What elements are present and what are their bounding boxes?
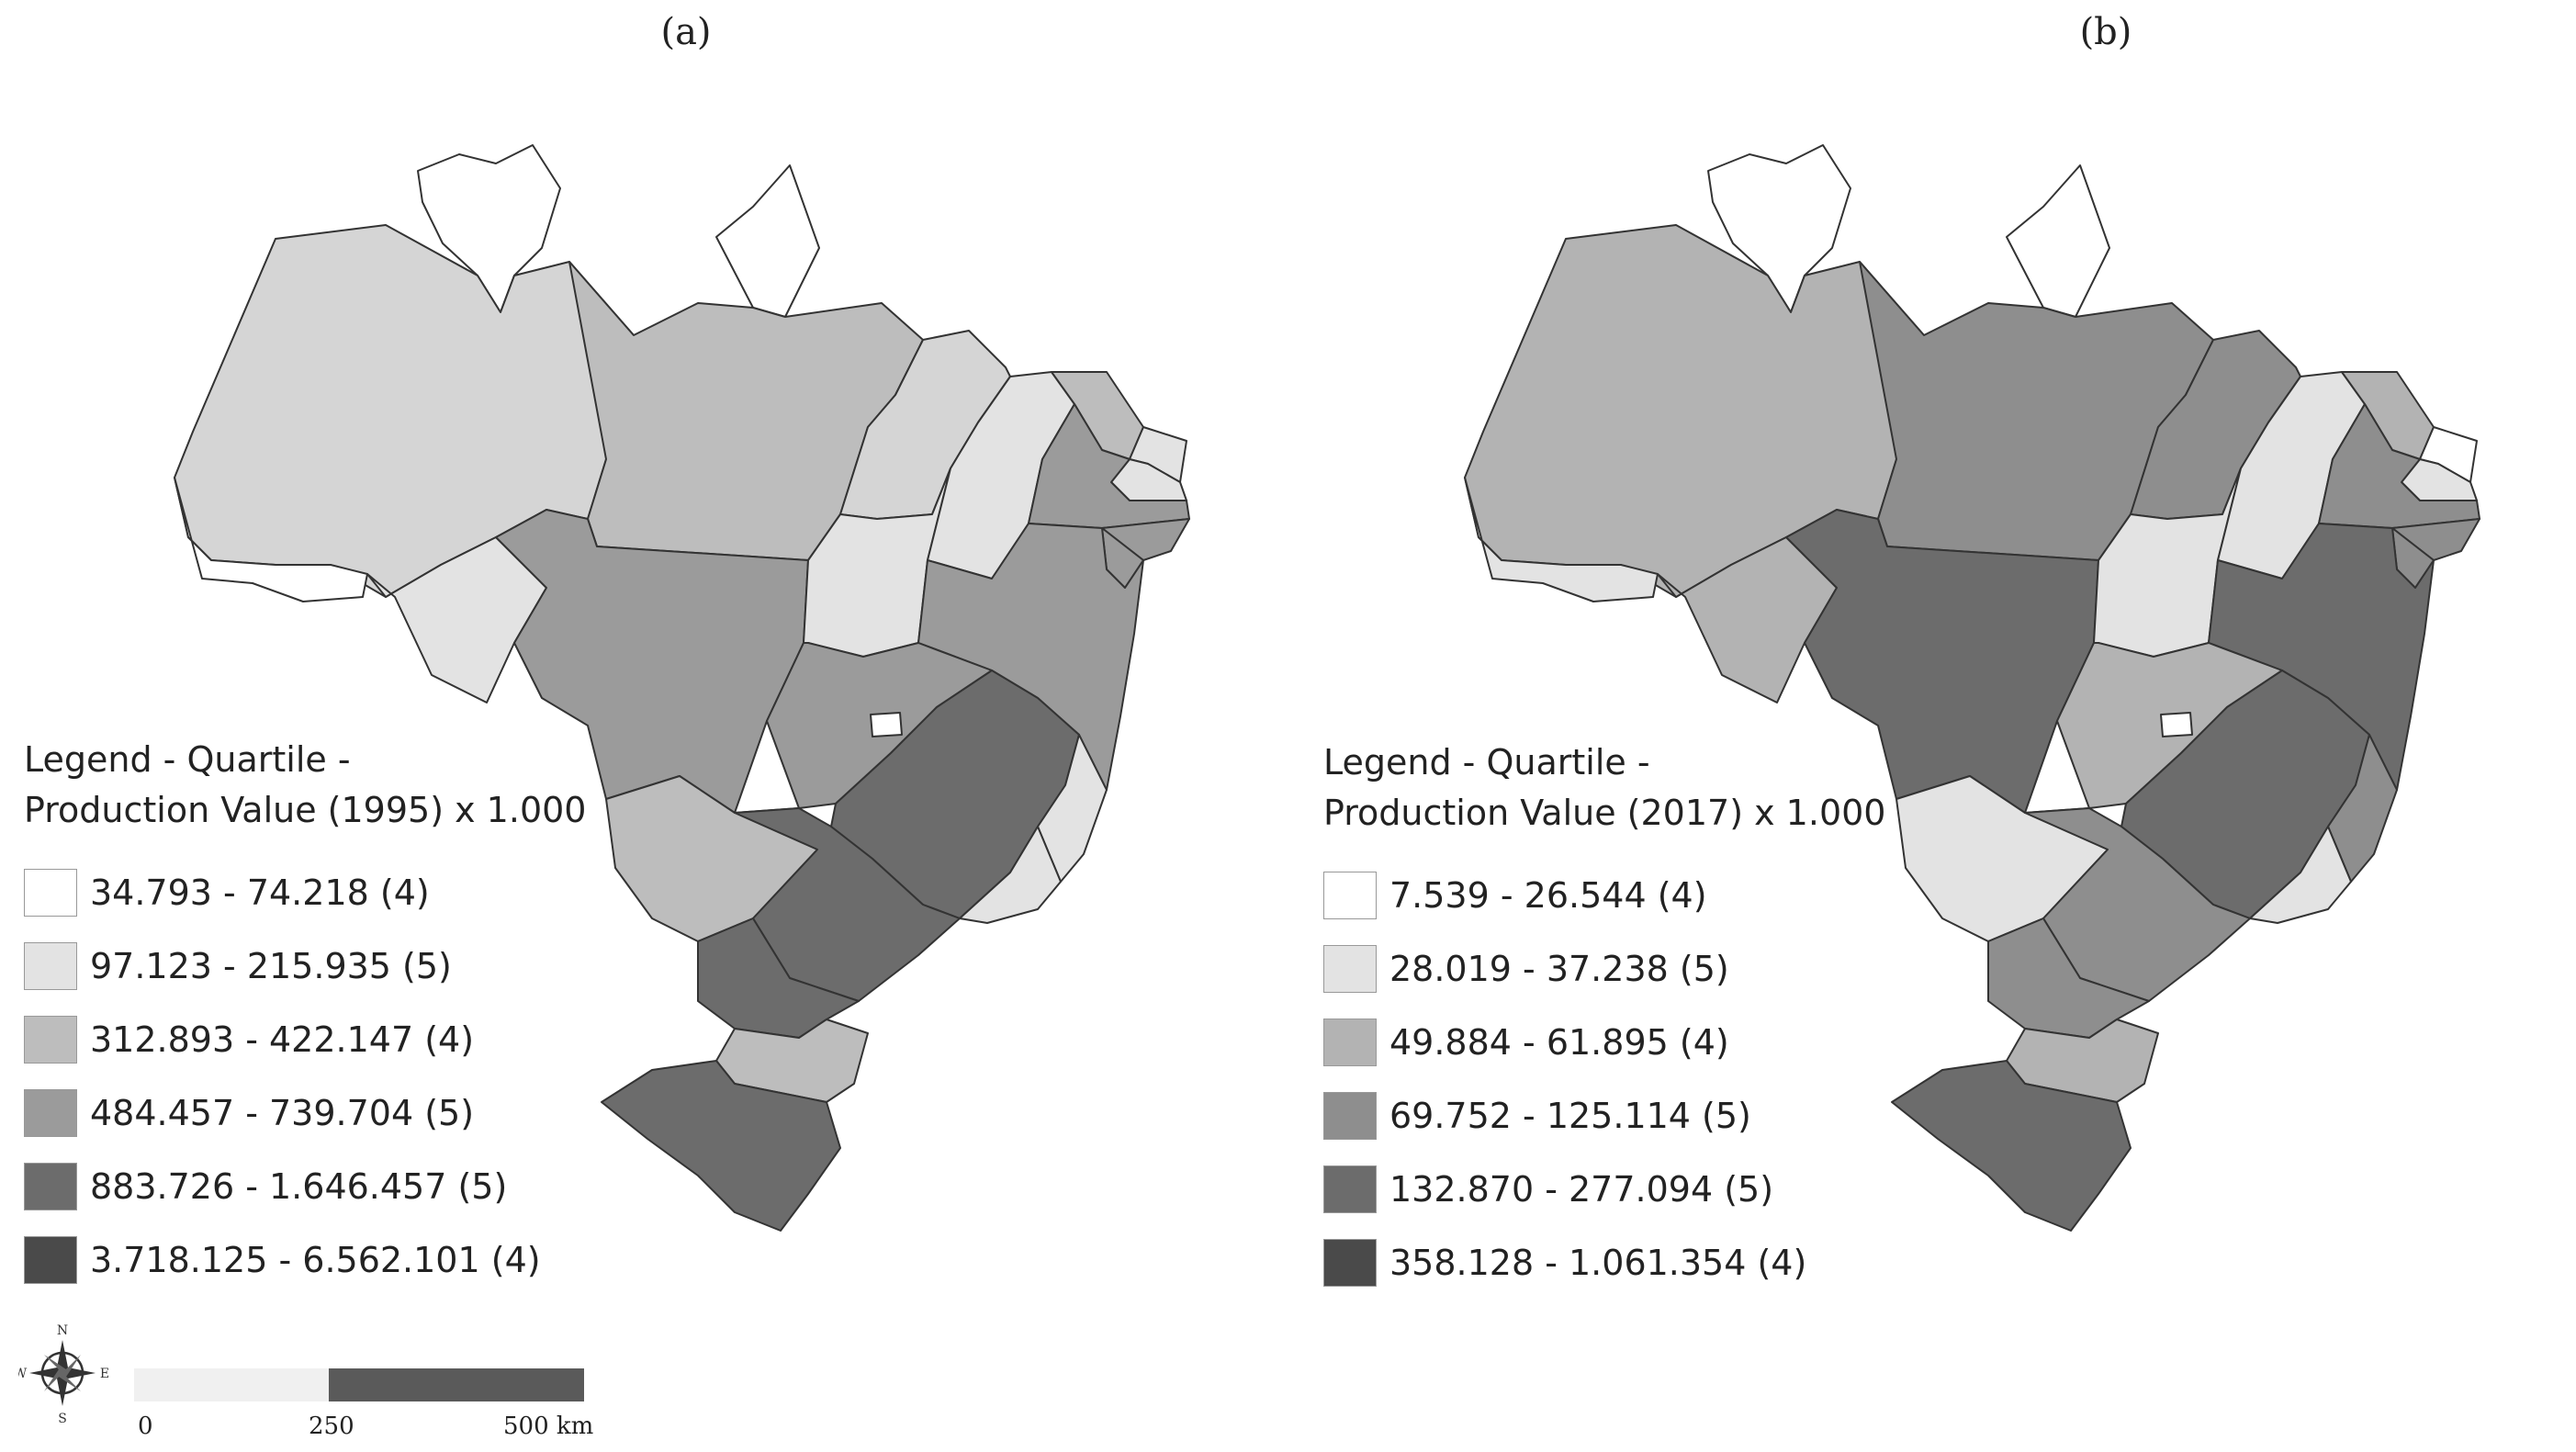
legend-label: 7.539 - 26.544 (4) bbox=[1389, 875, 1707, 916]
state-df bbox=[2160, 712, 2193, 737]
legend-item: 484.457 - 739.704 (5) bbox=[24, 1076, 586, 1150]
legend-label: 34.793 - 74.218 (4) bbox=[90, 872, 430, 913]
legend-item: 69.752 - 125.114 (5) bbox=[1323, 1079, 1885, 1153]
state-df bbox=[870, 712, 903, 737]
compass-n: N bbox=[57, 1323, 68, 1338]
legend-label: 358.128 - 1.061.354 (4) bbox=[1389, 1243, 1807, 1283]
state-rr bbox=[417, 144, 561, 313]
legend-swatch bbox=[1323, 872, 1377, 919]
legend-label: 3.718.125 - 6.562.101 (4) bbox=[90, 1240, 541, 1280]
scale-tick: 500 km bbox=[503, 1413, 594, 1440]
legend-item: 3.718.125 - 6.562.101 (4) bbox=[24, 1223, 586, 1297]
scale-tick: 250 bbox=[309, 1413, 354, 1440]
state-rs bbox=[1891, 1060, 2132, 1232]
legend-label: 28.019 - 37.238 (5) bbox=[1389, 949, 1729, 989]
legend-swatch bbox=[24, 1089, 77, 1137]
state-pe bbox=[1028, 403, 1190, 529]
legend-swatch bbox=[24, 1016, 77, 1064]
legend-item: 358.128 - 1.061.354 (4) bbox=[1323, 1226, 1885, 1300]
legend-swatch bbox=[1323, 1019, 1377, 1066]
map-panel-1995: (a) Legend - Quartile - Production Value… bbox=[0, 0, 1286, 1452]
state-rr bbox=[1707, 144, 1851, 313]
brazil-choropleth-map bbox=[1464, 144, 2480, 1232]
legend-item: 28.019 - 37.238 (5) bbox=[1323, 932, 1885, 1006]
legend-swatch bbox=[24, 1236, 77, 1284]
panel-label: (a) bbox=[660, 11, 712, 53]
legend-item: 49.884 - 61.895 (4) bbox=[1323, 1006, 1885, 1079]
legend-swatch bbox=[1323, 1092, 1377, 1140]
state-sp bbox=[734, 807, 961, 1002]
legend-label: 883.726 - 1.646.457 (5) bbox=[90, 1166, 508, 1207]
scale-tick: 0 bbox=[138, 1413, 153, 1440]
legend: Legend - Quartile - Production Value (19… bbox=[24, 735, 586, 1297]
state-ap bbox=[715, 164, 820, 318]
legend-swatch bbox=[24, 942, 77, 990]
legend-label: 132.870 - 277.094 (5) bbox=[1389, 1169, 1774, 1210]
legend-item: 7.539 - 26.544 (4) bbox=[1323, 859, 1885, 932]
legend-item: 34.793 - 74.218 (4) bbox=[24, 856, 586, 929]
compass-e: E bbox=[100, 1367, 109, 1381]
legend-label: 69.752 - 125.114 (5) bbox=[1389, 1096, 1751, 1136]
legend-label: 484.457 - 739.704 (5) bbox=[90, 1093, 475, 1133]
state-pe bbox=[2318, 403, 2480, 529]
legend-title-line1: Legend - Quartile - bbox=[1323, 742, 1650, 782]
scale-segment-dark bbox=[329, 1368, 584, 1401]
legend-label: 312.893 - 422.147 (4) bbox=[90, 1019, 475, 1060]
legend-title-line2: Production Value (2017) x 1.000 bbox=[1323, 793, 1886, 833]
legend-item: 132.870 - 277.094 (5) bbox=[1323, 1153, 1885, 1226]
scale-segment-light bbox=[134, 1368, 329, 1401]
state-rs bbox=[601, 1060, 841, 1232]
legend-title-line1: Legend - Quartile - bbox=[24, 739, 351, 780]
legend: Legend - Quartile - Production Value (20… bbox=[1323, 737, 1885, 1300]
legend-item: 312.893 - 422.147 (4) bbox=[24, 1003, 586, 1076]
scale-bar: N S E W bbox=[18, 1323, 584, 1426]
state-ap bbox=[2006, 164, 2110, 318]
legend-label: 49.884 - 61.895 (4) bbox=[1389, 1022, 1729, 1063]
legend-item: 97.123 - 215.935 (5) bbox=[24, 929, 586, 1003]
map-panel-2017: (b) Legend - Quartile - Production Value… bbox=[1290, 0, 2576, 1452]
legend-swatch bbox=[24, 1163, 77, 1210]
compass-w: W bbox=[18, 1367, 28, 1381]
state-sp bbox=[2024, 807, 2251, 1002]
legend-swatch bbox=[1323, 1239, 1377, 1287]
legend-swatch bbox=[1323, 945, 1377, 993]
scale-bar-group: N S E W 0 250 500 km bbox=[18, 1304, 606, 1442]
legend-item: 883.726 - 1.646.457 (5) bbox=[24, 1150, 586, 1223]
compass-rose-icon: N S E W bbox=[18, 1323, 109, 1426]
legend-title-line2: Production Value (1995) x 1.000 bbox=[24, 790, 587, 830]
legend-swatch bbox=[24, 869, 77, 917]
legend-label: 97.123 - 215.935 (5) bbox=[90, 946, 452, 986]
panel-label: (b) bbox=[2079, 11, 2132, 53]
brazil-choropleth-map bbox=[174, 144, 1190, 1232]
compass-s: S bbox=[58, 1412, 67, 1426]
legend-swatch bbox=[1323, 1165, 1377, 1213]
